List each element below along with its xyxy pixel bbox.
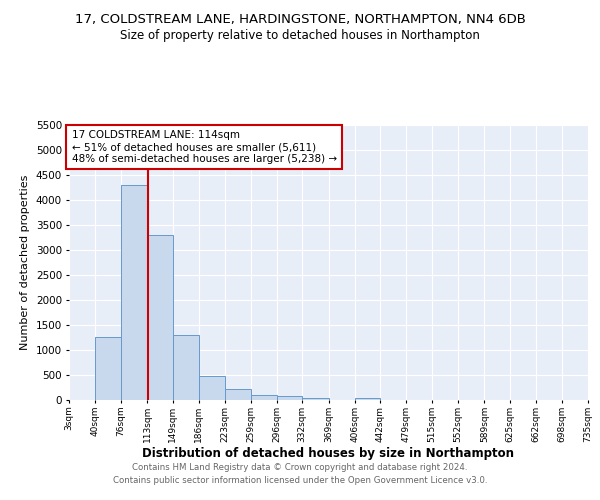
Text: Size of property relative to detached houses in Northampton: Size of property relative to detached ho…: [120, 29, 480, 42]
Bar: [355, 398, 380, 400]
Bar: [277, 396, 302, 400]
Bar: [121, 185, 147, 400]
Bar: [302, 398, 329, 400]
Text: 17, COLDSTREAM LANE, HARDINGSTONE, NORTHAMPTON, NN4 6DB: 17, COLDSTREAM LANE, HARDINGSTONE, NORTH…: [74, 12, 526, 26]
Text: Contains public sector information licensed under the Open Government Licence v3: Contains public sector information licen…: [113, 476, 487, 485]
Text: 17 COLDSTREAM LANE: 114sqm
← 51% of detached houses are smaller (5,611)
48% of s: 17 COLDSTREAM LANE: 114sqm ← 51% of deta…: [71, 130, 337, 164]
Y-axis label: Number of detached properties: Number of detached properties: [20, 175, 30, 350]
X-axis label: Distribution of detached houses by size in Northampton: Distribution of detached houses by size …: [143, 448, 515, 460]
Text: Contains HM Land Registry data © Crown copyright and database right 2024.: Contains HM Land Registry data © Crown c…: [132, 462, 468, 471]
Bar: [251, 395, 277, 400]
Bar: [173, 335, 199, 400]
Bar: [225, 388, 251, 400]
Bar: [95, 336, 121, 400]
Bar: [147, 235, 173, 400]
Bar: [199, 376, 225, 400]
